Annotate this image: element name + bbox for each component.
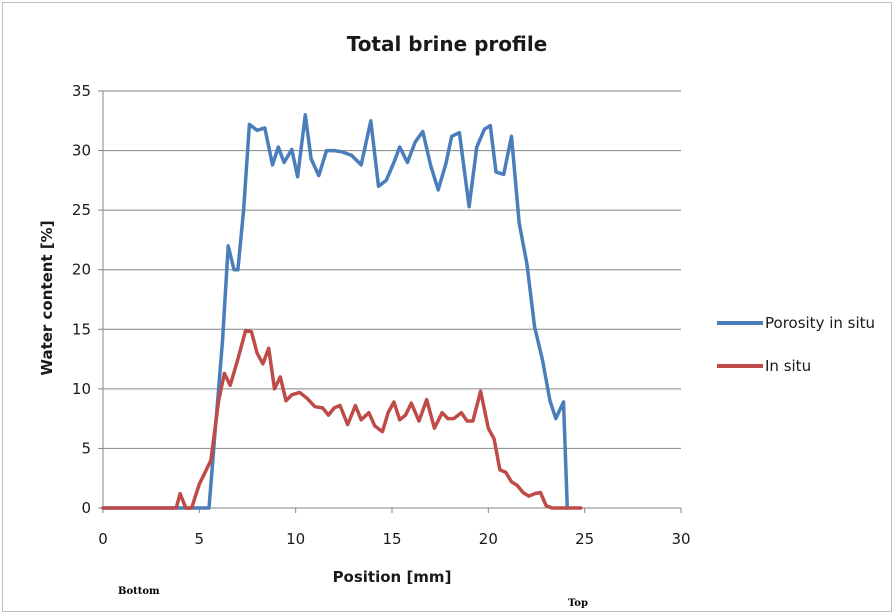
legend-label-0: Porosity in situ — [765, 314, 875, 332]
y-tick-label: 0 — [81, 499, 91, 517]
y-tick-label: 15 — [72, 320, 91, 338]
x-axis-label: Position [mm] — [333, 568, 452, 586]
x-tick-label: 25 — [575, 530, 594, 548]
x-tick-label: 15 — [382, 530, 401, 548]
bottom-annotation: Bottom — [118, 586, 160, 597]
y-tick-label: 25 — [72, 201, 91, 219]
top-annotation: Top — [568, 598, 588, 609]
legend-label-1: In situ — [765, 357, 811, 375]
y-tick-label: 10 — [72, 380, 91, 398]
series-lines — [103, 115, 581, 508]
y-axis-label: Water content [%] — [38, 220, 56, 375]
y-tick-labels: 0 5 10 15 20 25 30 35 — [72, 82, 91, 517]
x-tick-label: 20 — [479, 530, 498, 548]
x-tick-label: 10 — [286, 530, 305, 548]
y-tick-label: 20 — [72, 261, 91, 279]
gridlines — [98, 91, 681, 508]
legend: Porosity in situ In situ — [717, 314, 875, 375]
axes — [103, 91, 681, 513]
x-tick-label: 30 — [671, 530, 690, 548]
series-line-1 — [103, 331, 581, 509]
y-tick-label: 35 — [72, 82, 91, 100]
y-tick-label: 5 — [81, 439, 91, 457]
chart-title: Total brine profile — [347, 32, 548, 56]
x-tick-labels: 0 5 10 15 20 25 30 — [98, 530, 690, 548]
x-tick-label: 5 — [195, 530, 205, 548]
y-tick-label: 30 — [72, 142, 91, 160]
x-tick-label: 0 — [98, 530, 108, 548]
